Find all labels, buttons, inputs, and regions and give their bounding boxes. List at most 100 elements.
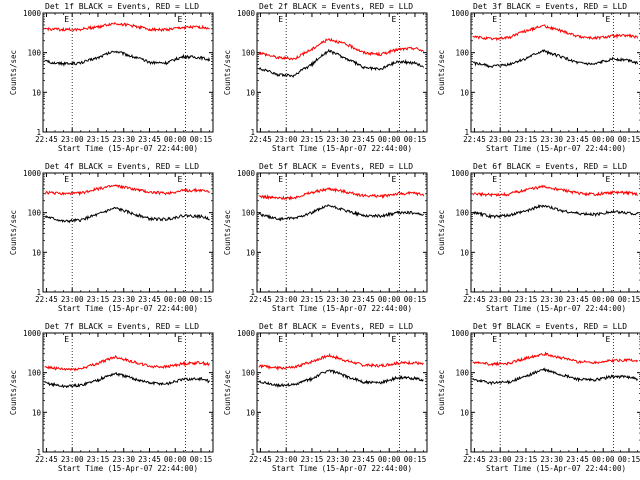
y-axis-label: Counts/sec <box>223 370 232 415</box>
x-tick-label: 23:15 <box>301 295 324 304</box>
y-axis-label: Counts/sec <box>9 50 18 95</box>
y-tick-label: 1000 <box>23 9 42 18</box>
y-tick-label: 100 <box>241 49 255 58</box>
x-tick-label: 23:30 <box>112 455 135 464</box>
y-tick-label: 1000 <box>237 169 256 178</box>
x-tick-label: 23:15 <box>87 135 110 144</box>
panel-title: Det 7f BLACK = Events, RED = LLD <box>45 322 199 331</box>
y-tick-label: 100 <box>27 209 41 218</box>
series-events-line <box>44 206 210 224</box>
event-marker-label: E <box>392 335 397 344</box>
y-tick-label: 100 <box>455 49 469 58</box>
y-tick-label: 1 <box>464 128 469 137</box>
x-tick-label: 23:45 <box>352 135 375 144</box>
y-tick-label: 10 <box>246 408 256 417</box>
chart-panel-5: Det 5f BLACK = Events, RED = LLD 1 10 100 10… <box>223 162 428 313</box>
x-tick-label: 00:00 <box>164 295 187 304</box>
x-tick-label: 22:45 <box>463 135 486 144</box>
y-tick-label: 1000 <box>237 9 256 18</box>
plot-frame <box>42 172 214 293</box>
event-marker-label: E <box>492 335 497 344</box>
y-tick-label: 10 <box>32 248 42 257</box>
x-tick-label: 22:45 <box>35 455 58 464</box>
event-marker-label: E <box>392 175 397 184</box>
x-tick-label: 23:45 <box>566 135 589 144</box>
x-axis-label: Start Time (15-Apr-07 22:44:00) <box>486 464 626 473</box>
series-lld-line <box>472 24 639 42</box>
x-tick-label: 23:00 <box>275 455 298 464</box>
x-axis-label: Start Time (15-Apr-07 22:44:00) <box>58 304 198 313</box>
y-axis-label: Counts/sec <box>437 370 446 415</box>
x-tick-label: 22:45 <box>249 295 272 304</box>
plot-frame <box>42 332 214 453</box>
y-tick-label: 1000 <box>451 9 470 18</box>
y-tick-label: 100 <box>27 369 41 378</box>
y-tick-label: 1 <box>36 288 41 297</box>
x-axis-label: Start Time (15-Apr-07 22:44:00) <box>58 144 198 153</box>
panel-title: Det 6f BLACK = Events, RED = LLD <box>473 162 627 171</box>
panel-title: Det 2f BLACK = Events, RED = LLD <box>259 2 413 11</box>
x-axis-label: Start Time (15-Apr-07 22:44:00) <box>272 304 412 313</box>
x-tick-label: 23:45 <box>566 455 589 464</box>
y-tick-label: 100 <box>455 209 469 218</box>
chart-panel-4: Det 4f BLACK = Events, RED = LLD 1 10 100 10… <box>9 162 214 313</box>
chart-panel-7: Det 7f BLACK = Events, RED = LLD 1 10 100 10… <box>9 322 214 473</box>
plot-frame <box>256 332 428 453</box>
x-tick-label: 23:00 <box>61 455 84 464</box>
y-tick-label: 1 <box>36 128 41 137</box>
x-axis-label: Start Time (15-Apr-07 22:44:00) <box>272 144 412 153</box>
y-axis-label: Counts/sec <box>223 50 232 95</box>
y-tick-label: 1 <box>36 448 41 457</box>
series-lld-line <box>258 187 425 201</box>
x-tick-label: 23:15 <box>301 455 324 464</box>
x-tick-label: 23:30 <box>540 455 563 464</box>
x-tick-label: 23:00 <box>275 135 298 144</box>
event-marker-label: E <box>64 335 69 344</box>
x-tick-label: 23:00 <box>489 135 512 144</box>
y-tick-label: 10 <box>460 408 470 417</box>
x-tick-label: 23:45 <box>138 295 161 304</box>
plot-frame <box>470 12 640 133</box>
x-tick-label: 23:30 <box>112 295 135 304</box>
panel-title: Det 4f BLACK = Events, RED = LLD <box>45 162 199 171</box>
y-tick-label: 1 <box>250 288 255 297</box>
x-tick-label: 00:00 <box>592 295 615 304</box>
x-axis-label: Start Time (15-Apr-07 22:44:00) <box>486 304 626 313</box>
y-tick-label: 1000 <box>23 329 42 338</box>
x-tick-label: 23:00 <box>61 295 84 304</box>
series-lld-line <box>472 184 638 198</box>
event-marker-label: E <box>278 15 283 24</box>
x-tick-label: 23:45 <box>352 455 375 464</box>
x-tick-label: 22:45 <box>35 295 58 304</box>
x-tick-label: 23:30 <box>540 295 563 304</box>
event-marker-label: E <box>64 175 69 184</box>
y-tick-label: 100 <box>241 209 255 218</box>
x-tick-label: 00:15 <box>618 455 640 464</box>
x-tick-label: 00:00 <box>164 135 187 144</box>
x-tick-label: 22:45 <box>249 135 272 144</box>
x-tick-label: 00:00 <box>378 295 401 304</box>
y-tick-label: 1000 <box>451 329 470 338</box>
x-tick-label: 00:15 <box>404 135 427 144</box>
x-tick-label: 00:15 <box>618 295 640 304</box>
chart-panel-2: Det 2f BLACK = Events, RED = LLD 1 10 100 10… <box>223 2 428 153</box>
x-tick-label: 00:15 <box>618 135 640 144</box>
y-tick-label: 1 <box>250 128 255 137</box>
x-tick-label: 00:00 <box>378 455 401 464</box>
plot-frame <box>256 12 428 133</box>
y-tick-label: 10 <box>32 88 42 97</box>
series-events-line <box>472 49 639 69</box>
x-axis-label: Start Time (15-Apr-07 22:44:00) <box>272 464 412 473</box>
x-tick-label: 22:45 <box>463 295 486 304</box>
panel-title: Det 8f BLACK = Events, RED = LLD <box>259 322 413 331</box>
series-lld-line <box>44 355 210 372</box>
chart-panel-9: Det 9f BLACK = Events, RED = LLD 1 10 100 10… <box>437 322 640 473</box>
y-axis-label: Counts/sec <box>223 210 232 255</box>
y-axis-label: Counts/sec <box>437 210 446 255</box>
y-tick-label: 1000 <box>237 329 256 338</box>
x-tick-label: 22:45 <box>249 455 272 464</box>
event-marker-label: E <box>606 15 611 24</box>
x-axis-label: Start Time (15-Apr-07 22:44:00) <box>486 144 626 153</box>
x-tick-label: 23:00 <box>61 135 84 144</box>
